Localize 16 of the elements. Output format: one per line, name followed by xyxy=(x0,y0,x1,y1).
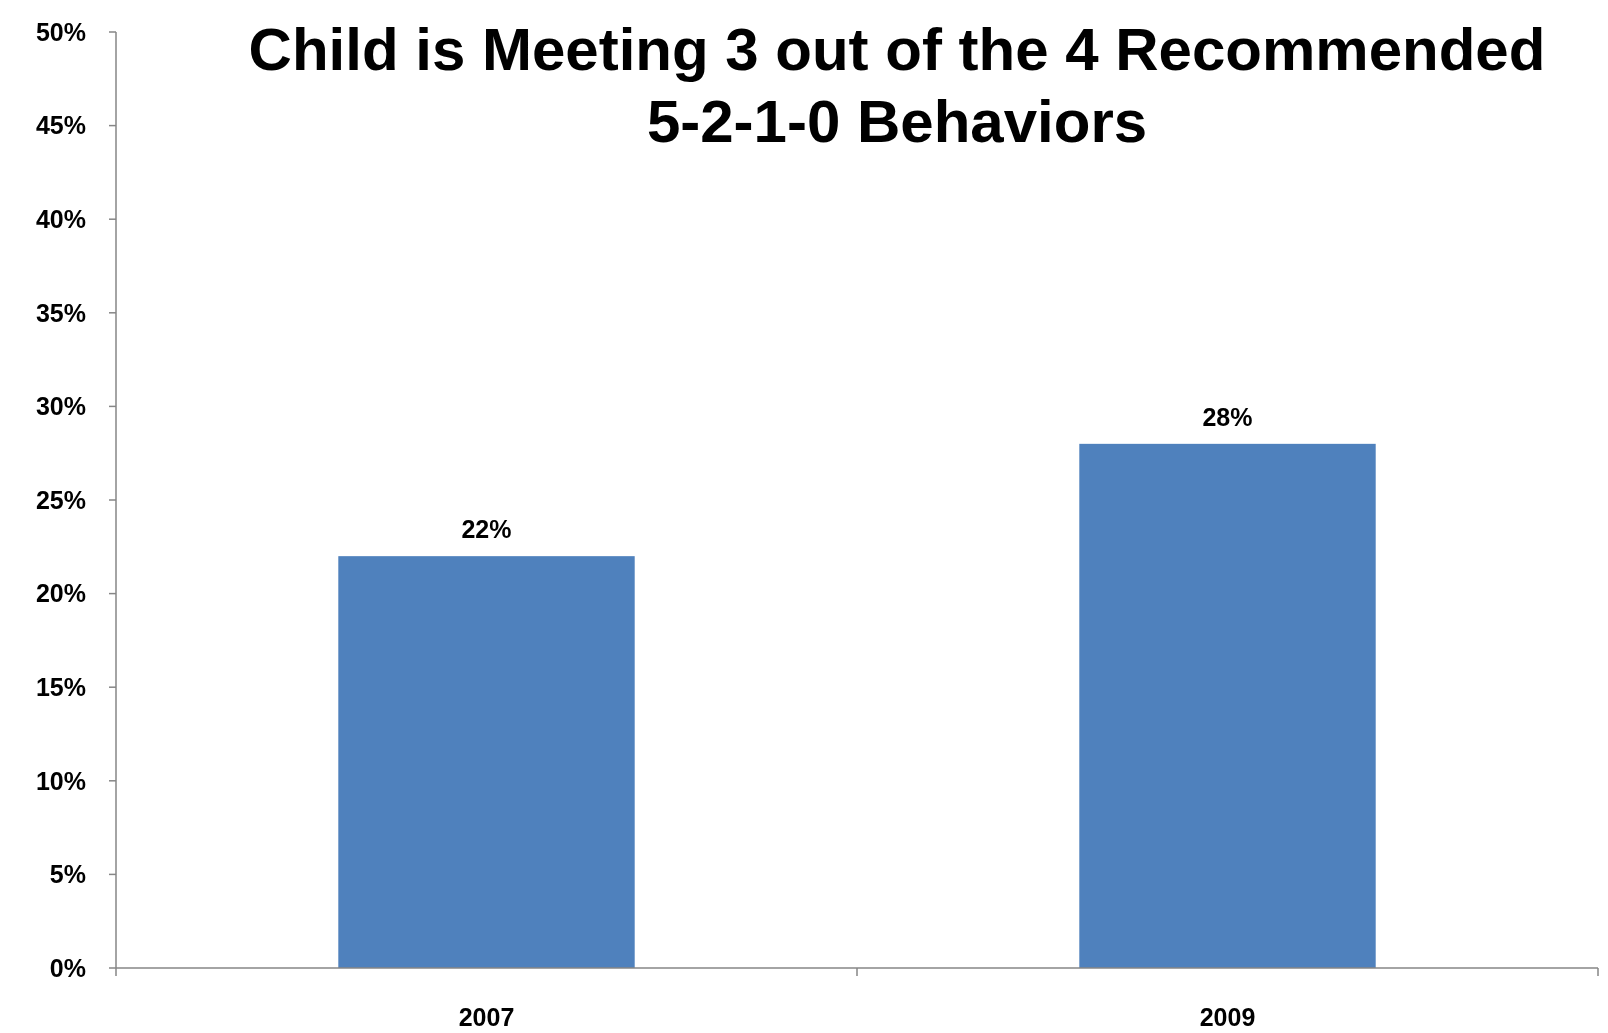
data-label: 28% xyxy=(1202,402,1253,431)
y-tick-label: 20% xyxy=(35,579,86,608)
y-tick-label: 15% xyxy=(35,672,86,701)
y-tick-label: 10% xyxy=(35,766,86,795)
y-tick-label: 0% xyxy=(49,953,86,982)
y-tick-label: 30% xyxy=(35,392,86,421)
y-tick-label: 45% xyxy=(35,111,86,140)
x-tick-label: 2007 xyxy=(458,1003,515,1031)
y-tick-label: 25% xyxy=(35,485,86,514)
y-tick-label: 35% xyxy=(35,298,86,327)
chart-title: Child is Meeting 3 out of the 4 Recommended 5-2-1-0 Behaviors xyxy=(248,16,1546,155)
data-label: 22% xyxy=(461,515,512,544)
y-tick-label: 50% xyxy=(35,17,86,46)
x-tick-label: 2009 xyxy=(1199,1003,1256,1031)
y-tick-label: 40% xyxy=(35,204,86,233)
y-tick-label: 5% xyxy=(49,860,86,889)
